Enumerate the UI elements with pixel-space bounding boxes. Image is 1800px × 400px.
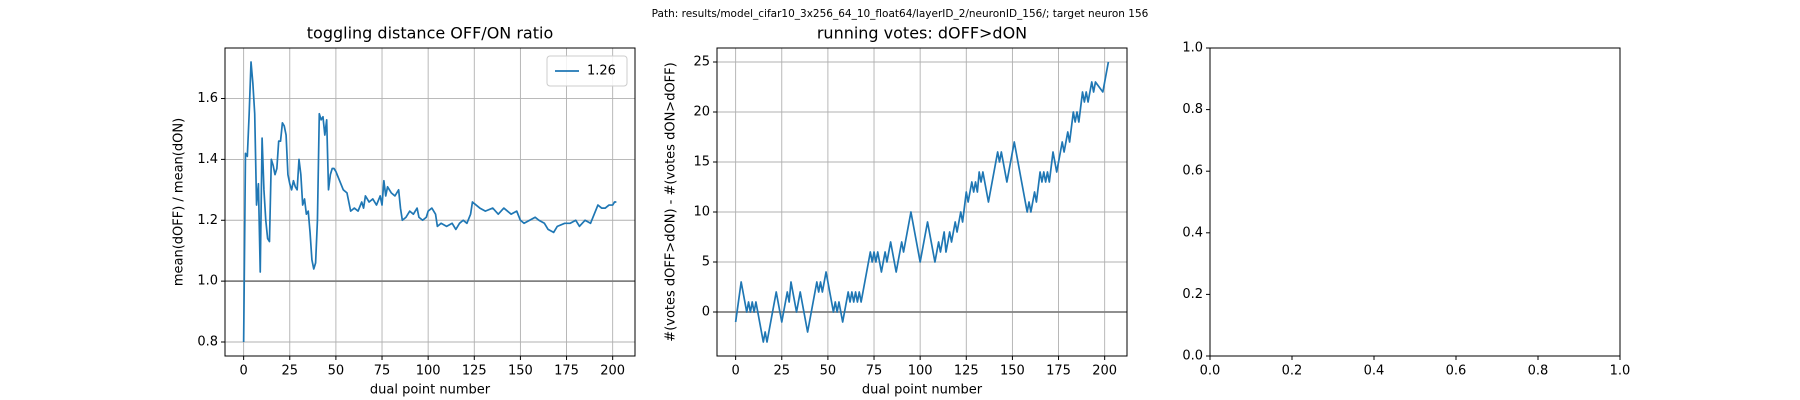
x-tick-label: 0 bbox=[731, 364, 739, 379]
y-tick-label: 1.0 bbox=[197, 274, 218, 289]
y-tick-label: 0.4 bbox=[1182, 225, 1203, 240]
x-tick-label: 100 bbox=[908, 364, 933, 379]
x-tick-label: 75 bbox=[374, 364, 391, 379]
y-tick-label: 25 bbox=[693, 55, 710, 70]
y-tick-label: 0.0 bbox=[1182, 349, 1203, 364]
suptitle: Path: results/model_cifar10_3x256_64_10_… bbox=[652, 8, 1149, 20]
x-axis-label: dual point number bbox=[862, 383, 983, 398]
chart-title: toggling distance OFF/ON ratio bbox=[307, 24, 553, 43]
data-line bbox=[734, 61, 1110, 343]
y-tick-label: 1.0 bbox=[1182, 41, 1203, 56]
x-tick-label: 1.0 bbox=[1610, 364, 1631, 379]
x-tick-label: 75 bbox=[866, 364, 883, 379]
x-tick-label: 150 bbox=[1000, 364, 1025, 379]
x-tick-label: 0.2 bbox=[1282, 364, 1303, 379]
x-tick-label: 125 bbox=[462, 364, 487, 379]
legend-box bbox=[546, 55, 628, 87]
y-axis-label: mean(dOFF) / mean(dON) bbox=[172, 118, 187, 286]
x-tick-label: 150 bbox=[508, 364, 533, 379]
axes-frame bbox=[716, 47, 1128, 357]
x-tick-label: 50 bbox=[820, 364, 837, 379]
x-tick-label: 0 bbox=[239, 364, 247, 379]
y-tick-label: 20 bbox=[693, 105, 710, 120]
x-tick-label: 0.0 bbox=[1200, 364, 1221, 379]
x-tick-label: 25 bbox=[281, 364, 298, 379]
y-tick-label: 0 bbox=[702, 305, 710, 320]
y-tick-label: 1.2 bbox=[197, 213, 218, 228]
x-tick-label: 175 bbox=[1046, 364, 1071, 379]
x-axis-label: dual point number bbox=[370, 383, 491, 398]
y-tick-label: 0.8 bbox=[1182, 102, 1203, 117]
x-tick-label: 0.4 bbox=[1364, 364, 1385, 379]
x-tick-label: 50 bbox=[328, 364, 345, 379]
data-line bbox=[242, 61, 617, 343]
y-tick-label: 10 bbox=[693, 205, 710, 220]
y-tick-label: 0.2 bbox=[1182, 287, 1203, 302]
x-tick-label: 125 bbox=[954, 364, 979, 379]
axes-frame bbox=[224, 47, 636, 357]
x-tick-label: 0.8 bbox=[1528, 364, 1549, 379]
x-tick-label: 0.6 bbox=[1446, 364, 1467, 379]
chart-title: running votes: dOFF>dON bbox=[817, 24, 1027, 43]
x-tick-label: 175 bbox=[554, 364, 579, 379]
y-tick-label: 1.4 bbox=[197, 152, 218, 167]
y-axis-label: #(votes dOFF>dON) - #(votes dON>dOFF) bbox=[664, 62, 679, 341]
x-tick-label: 100 bbox=[416, 364, 441, 379]
axes-frame bbox=[1209, 47, 1621, 357]
x-tick-label: 25 bbox=[773, 364, 790, 379]
y-tick-label: 15 bbox=[693, 155, 710, 170]
y-tick-label: 1.6 bbox=[197, 91, 218, 106]
y-tick-label: 5 bbox=[702, 255, 710, 270]
y-tick-label: 0.8 bbox=[197, 335, 218, 350]
legend-label: 1.26 bbox=[587, 64, 616, 79]
x-tick-label: 200 bbox=[600, 364, 625, 379]
x-tick-label: 200 bbox=[1092, 364, 1117, 379]
y-tick-label: 0.6 bbox=[1182, 164, 1203, 179]
